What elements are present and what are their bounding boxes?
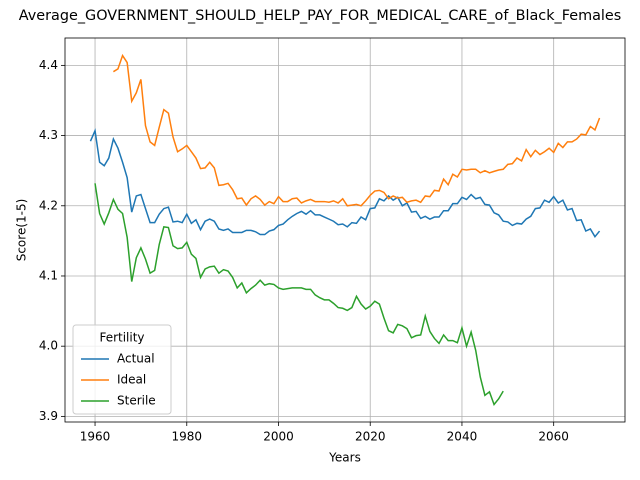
- y-tick-label: 3.9: [39, 409, 58, 423]
- x-tick-label: 2040: [447, 430, 478, 444]
- series-line: [94, 183, 504, 406]
- y-axis-label: Score(1-5): [15, 199, 29, 262]
- x-tick-label: 1980: [171, 430, 202, 444]
- legend: Fertility Actual Ideal Sterile: [72, 324, 172, 415]
- x-axis-label: Years: [328, 451, 361, 465]
- legend-box: [72, 324, 172, 415]
- chart-title: Average_GOVERNMENT_SHOULD_HELP_PAY_FOR_M…: [19, 8, 622, 24]
- legend-label: Actual: [117, 352, 155, 366]
- x-tick-label: 2060: [538, 430, 569, 444]
- legend-label: Sterile: [117, 394, 156, 408]
- plot-frame: [64, 37, 626, 423]
- legend-title: Fertility: [99, 331, 144, 345]
- x-tick-label: 1960: [80, 430, 111, 444]
- y-tick-label: 4.4: [39, 58, 58, 72]
- series-line: [112, 53, 601, 207]
- y-tick-label: 4.2: [39, 198, 58, 212]
- y-tick-label: 4.3: [39, 128, 58, 142]
- y-tick-label: 4.1: [39, 268, 58, 282]
- series-line: [89, 127, 601, 238]
- y-tick-label: 4.0: [39, 339, 58, 353]
- x-tick-label: 2000: [263, 430, 294, 444]
- legend-label: Ideal: [117, 373, 146, 387]
- x-tick-label: 2020: [355, 430, 386, 444]
